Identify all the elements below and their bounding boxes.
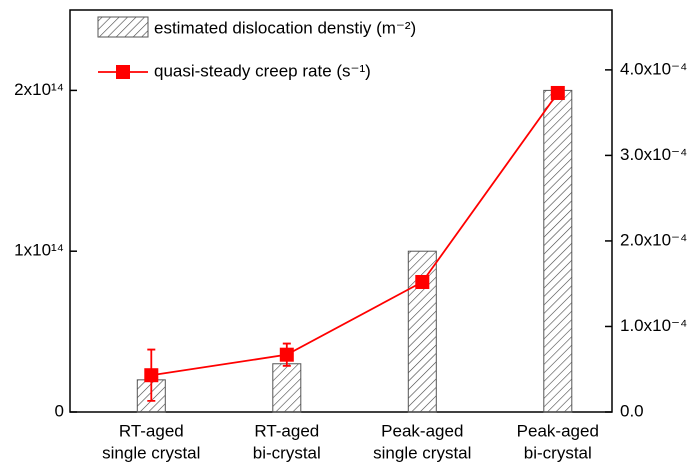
- bar: [543, 89, 573, 413]
- bar: [272, 363, 302, 413]
- y2-tick-label: 0.0: [620, 401, 644, 420]
- y-tick-label: 1x10¹⁴: [14, 241, 64, 260]
- y-tick-label: 2x10¹⁴: [14, 80, 64, 99]
- x-tick-label: bi-crystal: [253, 443, 321, 462]
- x-tick-label: single crystal: [373, 443, 471, 462]
- x-tick-label: RT-aged: [254, 421, 319, 440]
- legend-swatch: [116, 65, 130, 79]
- x-tick-label: RT-aged: [119, 421, 184, 440]
- legend-label: estimated dislocation denstiy (m⁻²): [154, 18, 416, 37]
- y2-tick-label: 4.0x10⁻⁴: [620, 59, 687, 78]
- x-tick-label: Peak-aged: [381, 421, 463, 440]
- line: [151, 92, 559, 377]
- marker: [144, 368, 159, 383]
- x-tick-label: single crystal: [102, 443, 200, 462]
- x-tick-label: Peak-aged: [517, 421, 599, 440]
- marker: [550, 85, 565, 100]
- plot-frame: [69, 9, 613, 413]
- x-tick-label: bi-crystal: [524, 443, 592, 462]
- legend-label: quasi-steady creep rate (s⁻¹): [154, 61, 371, 80]
- y2-tick-label: 2.0x10⁻⁴: [620, 230, 687, 249]
- y-tick-label: 0: [55, 401, 64, 420]
- y2-tick-label: 1.0x10⁻⁴: [620, 316, 687, 335]
- marker: [415, 274, 430, 289]
- bar: [136, 379, 166, 413]
- legend-swatch: [97, 16, 149, 38]
- y2-tick-label: 3.0x10⁻⁴: [620, 145, 687, 164]
- marker: [279, 347, 294, 362]
